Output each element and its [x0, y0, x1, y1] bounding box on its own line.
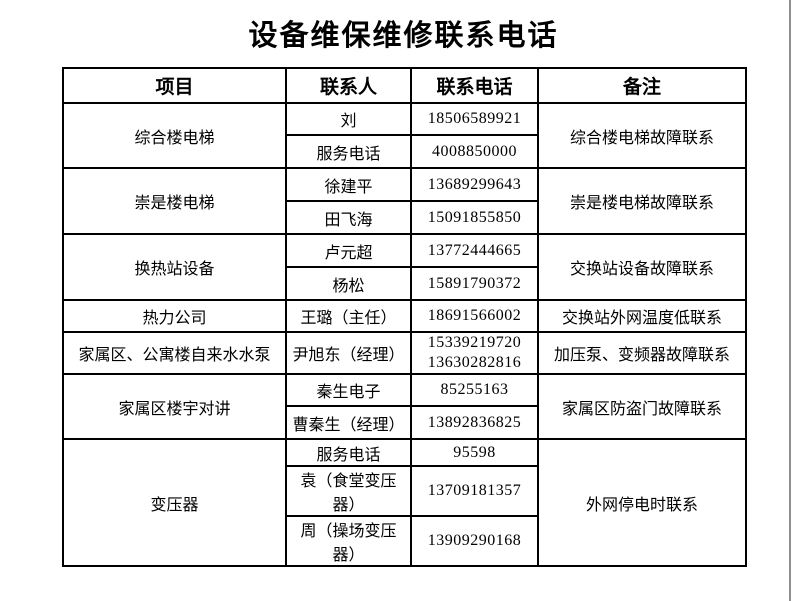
table-row: 崇是楼电梯 徐建平 13689299643 崇是楼电梯故障联系: [62, 167, 747, 235]
phone-cell: 13709181357: [410, 465, 539, 517]
phone-line-1: 15339219720: [427, 334, 522, 351]
phone-cell: 18691566002: [410, 299, 539, 333]
phone-line-2: 13630282816: [427, 354, 522, 371]
contact-cell: 曹秦生（经理）: [285, 405, 412, 440]
contact-cell: 田飞海: [285, 200, 412, 235]
table-row: 服务电话 4008850000: [63, 134, 746, 169]
project-cell: 变压器: [62, 438, 287, 567]
phone-cell: 15891790372: [410, 266, 539, 301]
col-header-phone: 联系电话: [410, 67, 539, 104]
contact-cell: 刘: [285, 102, 412, 136]
page-edge-divider: [789, 0, 791, 601]
table-row: 田飞海 15091855850: [63, 200, 746, 235]
contact-cell: 尹旭东（经理）: [285, 331, 412, 375]
contact-cell: 秦生电子: [285, 373, 412, 407]
phone-cell: 95598: [410, 438, 539, 467]
note-cell: 交换站外网温度低联系: [537, 299, 747, 333]
phone-cell: 18506589921: [410, 102, 539, 136]
contact-cell: 袁（食堂变压器）: [285, 465, 412, 517]
maintenance-contact-table: 项目 联系人 联系电话 备注 综合楼电梯 刘 18506589921 综合楼电梯…: [62, 67, 747, 567]
contact-cell: 服务电话: [285, 134, 412, 169]
table-row: 袁（食堂变压器） 13709181357: [63, 465, 746, 517]
project-cell: 家属区、公寓楼自来水水泵: [62, 331, 287, 375]
table-row: 家属区、公寓楼自来水水泵 尹旭东（经理） 15339219720 1363028…: [62, 331, 747, 375]
phone-cell: 15339219720 13630282816: [410, 331, 539, 375]
project-cell: 综合楼电梯: [62, 102, 287, 169]
phone-cell: 13909290168: [410, 515, 539, 567]
col-header-note: 备注: [537, 67, 747, 104]
phone-cell: 85255163: [410, 373, 539, 407]
table-row: 综合楼电梯 刘 18506589921 综合楼电梯故障联系: [62, 102, 747, 169]
contact-cell: 卢元超: [285, 233, 412, 268]
phone-cell: 13689299643: [410, 167, 539, 202]
note-cell: 外网停电时联系: [537, 438, 747, 567]
note-cell: 家属区防盗门故障联系: [537, 373, 747, 440]
col-header-project: 项目: [62, 67, 287, 104]
table-row: 换热站设备 卢元超 13772444665 交换站设备故障联系: [62, 233, 747, 301]
page-title: 设备维保维修联系电话: [248, 20, 559, 52]
phone-cell: 13892836825: [410, 405, 539, 440]
project-cell: 换热站设备: [62, 233, 287, 301]
table-row: 曹秦生（经理） 13892836825: [63, 405, 746, 440]
phone-cell: 4008850000: [410, 134, 539, 169]
contact-cell: 杨松: [285, 266, 412, 301]
note-cell: 综合楼电梯故障联系: [537, 102, 747, 169]
phone-cell: 13772444665: [410, 233, 539, 268]
table-row: 变压器 服务电话 95598 外网停电时联系: [62, 438, 747, 567]
project-cell: 崇是楼电梯: [62, 167, 287, 235]
table-row: 家属区楼宇对讲 秦生电子 85255163 家属区防盗门故障联系: [62, 373, 747, 440]
header-row: 项目 联系人 联系电话 备注: [62, 67, 747, 104]
contact-cell: 徐建平: [285, 167, 412, 202]
col-header-contact: 联系人: [285, 67, 412, 104]
note-cell: 崇是楼电梯故障联系: [537, 167, 747, 235]
phone-cell: 15091855850: [410, 200, 539, 235]
note-cell: 加压泵、变频器故障联系: [537, 331, 747, 375]
table-row: 热力公司 王璐（主任） 18691566002 交换站外网温度低联系: [62, 299, 747, 333]
project-cell: 家属区楼宇对讲: [62, 373, 287, 440]
contact-cell: 服务电话: [285, 438, 412, 467]
table-row: 杨松 15891790372: [63, 266, 746, 301]
contact-cell: 王璐（主任）: [285, 299, 412, 333]
contact-cell: 周（操场变压器）: [285, 515, 412, 567]
table-row: 周（操场变压器） 13909290168: [63, 515, 746, 567]
project-cell: 热力公司: [62, 299, 287, 333]
note-cell: 交换站设备故障联系: [537, 233, 747, 301]
